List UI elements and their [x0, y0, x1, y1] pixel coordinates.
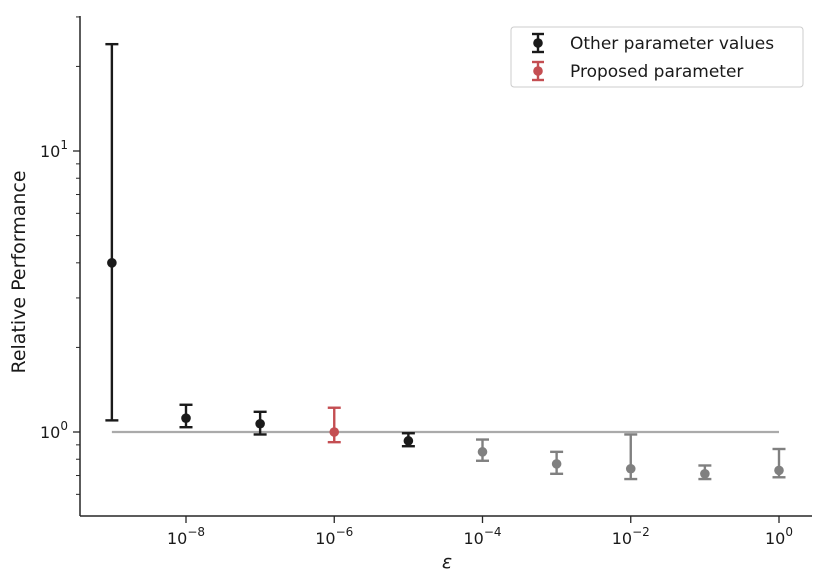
- plot-marks: [105, 42, 786, 481]
- data-point: [477, 447, 488, 457]
- x-axis-label: ε: [442, 551, 452, 573]
- legend-marker-dot: [533, 38, 543, 48]
- data-point: [329, 427, 340, 437]
- y-axis-label: Relative Performance: [8, 170, 30, 373]
- y-tick-label: 100: [40, 419, 68, 442]
- axes: [79, 16, 812, 517]
- x-tick-label: 10−2: [612, 525, 650, 548]
- data-point: [181, 413, 191, 423]
- x-tick-label: 100: [765, 525, 793, 548]
- data-point: [551, 459, 562, 469]
- legend: Other parameter values Proposed parameter: [510, 26, 804, 88]
- data-point: [625, 463, 636, 474]
- y-tick-label: 101: [40, 138, 68, 161]
- legend-label: Other parameter values: [570, 34, 774, 54]
- x-tick-label: 10−6: [315, 525, 353, 548]
- x-tick-label: 10−8: [167, 525, 205, 548]
- legend-label: Proposed parameter: [570, 62, 743, 82]
- ticks: 10−8 10−6 10−4 10−2 100 100 101: [40, 16, 793, 548]
- data-point: [255, 418, 265, 429]
- legend-frame: [510, 26, 804, 88]
- legend-marker-dot: [533, 66, 543, 76]
- x-tick-label: 10−4: [463, 525, 501, 548]
- data-point: [700, 468, 710, 479]
- data-point: [403, 436, 414, 446]
- data-point: [774, 465, 784, 476]
- data-point: [107, 258, 117, 268]
